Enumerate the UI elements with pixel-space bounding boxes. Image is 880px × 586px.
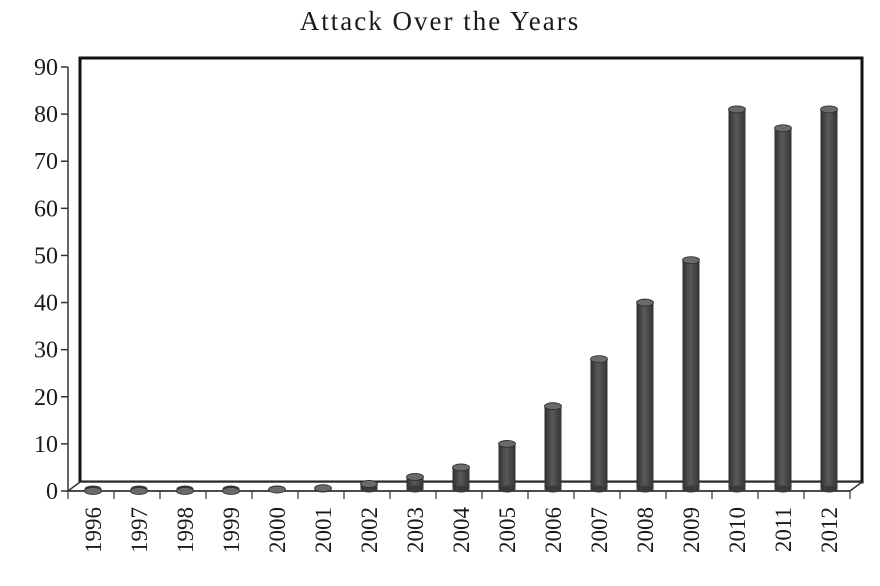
- bar-top: [130, 487, 148, 495]
- y-tick-label: 90: [34, 55, 58, 81]
- y-axis: 0 10 20 30 40 50 60 70 80 90: [34, 55, 69, 505]
- bar-top: [360, 480, 378, 488]
- x-tick-label: 2000: [265, 507, 290, 553]
- x-tick-label: 2004: [449, 507, 474, 554]
- bar-1997: [130, 485, 148, 495]
- x-tick-label: 2008: [633, 507, 658, 553]
- y-tick-label: 30: [34, 338, 58, 364]
- bar-body: [590, 359, 608, 489]
- y-tick-label: 10: [34, 432, 58, 458]
- x-tick-label: 2006: [541, 507, 566, 553]
- bar-top: [544, 402, 562, 411]
- bar-top: [636, 298, 654, 307]
- bar-1996: [84, 485, 102, 495]
- bar-2006: [544, 402, 562, 493]
- x-tick-label: 2011: [771, 507, 796, 552]
- bar-1998: [176, 485, 194, 495]
- y-tick-label: 70: [34, 149, 58, 175]
- bar-2000: [268, 485, 286, 494]
- bars: [84, 105, 838, 495]
- bar-body: [682, 260, 700, 489]
- bar-top: [452, 463, 470, 472]
- bar-top: [84, 487, 102, 495]
- x-tick-label: 1999: [219, 507, 244, 553]
- bar-body: [544, 406, 562, 489]
- bar-top: [590, 355, 608, 363]
- bar-top: [728, 105, 746, 114]
- bar-base: [544, 485, 562, 493]
- x-tick-label: 2007: [587, 507, 612, 553]
- bar-base: [452, 485, 470, 493]
- y-tick-label: 50: [34, 243, 58, 269]
- bar-body: [774, 128, 792, 489]
- bar-body: [636, 302, 654, 489]
- x-tick-label: 2012: [817, 507, 842, 553]
- bar-body: [498, 443, 516, 489]
- y-tick-label: 20: [34, 385, 58, 411]
- x-tick-label: 2010: [725, 507, 750, 553]
- bar-2011: [774, 124, 792, 493]
- bar-2007: [590, 355, 608, 493]
- bar-2001: [314, 484, 332, 493]
- x-tick-label: 2002: [357, 507, 382, 553]
- x-tick-label: 1996: [81, 507, 106, 553]
- x-tick-label: 1998: [173, 507, 198, 553]
- bar-body: [452, 467, 470, 489]
- bar-base: [406, 485, 424, 493]
- bar-base: [498, 485, 516, 493]
- bar-2009: [682, 256, 700, 493]
- bar-base: [590, 485, 608, 493]
- bar-2008: [636, 298, 654, 493]
- x-axis: 1996 1997 1998 1999 2000 2001 2002 2003 2004 2005…: [67, 490, 851, 554]
- x-tick-label: 2001: [311, 507, 336, 553]
- bar-body: [728, 109, 746, 490]
- bar-base: [636, 485, 654, 493]
- bar-top: [406, 472, 424, 481]
- y-tick-label: 80: [34, 102, 58, 128]
- bar-body: [820, 109, 838, 490]
- y-tick-label: 0: [46, 479, 58, 505]
- bar-2005: [498, 439, 516, 493]
- chart-title: Attack Over the Years: [299, 6, 581, 36]
- x-tick-label: 1997: [127, 507, 152, 553]
- bar-2012: [820, 105, 838, 493]
- bar-top: [820, 105, 838, 114]
- bar-top: [268, 485, 286, 494]
- bar-top: [498, 439, 516, 448]
- bar-top: [314, 484, 332, 493]
- y-tick-label: 40: [34, 291, 58, 317]
- bar-base: [728, 485, 746, 493]
- x-tick-label: 2009: [679, 507, 704, 553]
- y-tick-label: 60: [34, 196, 58, 222]
- bar-1999: [222, 485, 240, 495]
- x-tick-label: 2005: [495, 507, 520, 553]
- bar-base: [774, 485, 792, 493]
- bar-top: [222, 487, 240, 495]
- bar-2010: [728, 105, 746, 493]
- bar-top: [774, 124, 792, 133]
- bar-2002: [360, 480, 378, 493]
- bar-2003: [406, 472, 424, 493]
- bar-2004: [452, 463, 470, 493]
- bar-base: [682, 485, 700, 493]
- x-tick-label: 2003: [403, 507, 428, 553]
- bar-base: [820, 485, 838, 493]
- bar-top: [176, 487, 194, 495]
- bar-top: [682, 256, 700, 265]
